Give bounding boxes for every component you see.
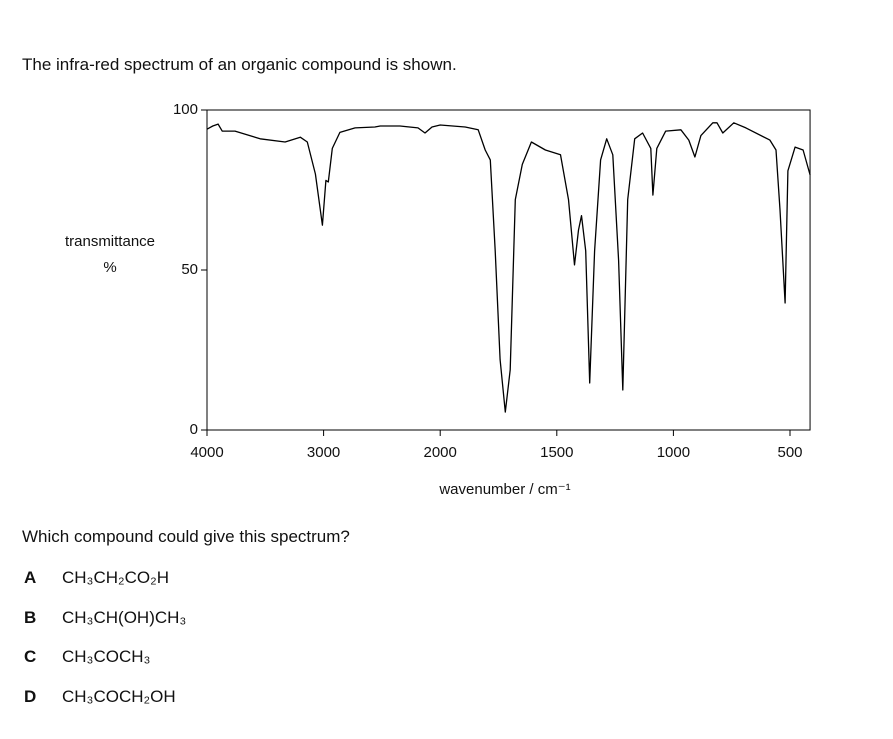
chart: transmittance % wavenumber / cm⁻¹ 0 50 100… [65, 101, 811, 498]
option-formula: CH₃CH(OH)CH₃ [62, 607, 187, 627]
y-tick-label: 50 [181, 261, 198, 278]
y-tick-label: 0 [190, 421, 198, 438]
option-letter: B [24, 607, 37, 627]
option-letter: D [24, 686, 37, 706]
option-letter: A [24, 568, 37, 587]
option-formula: CH₃COCH₃ [62, 647, 151, 666]
y-label: transmittance [65, 233, 155, 250]
x-label: wavenumber / cm⁻¹ [438, 481, 570, 498]
x-tick-label: 2000 [424, 444, 457, 461]
option-formula: CH₃CH₂CO₂H [62, 568, 170, 587]
option-formula: CH₃COCH₂OH [62, 686, 176, 706]
option-letter: C [24, 647, 37, 666]
y-label: % [103, 259, 116, 276]
x-tick-label: 1000 [657, 444, 690, 461]
x-tick-label: 4000 [190, 444, 223, 461]
x-tick-label: 500 [777, 444, 802, 461]
prompt: Which compound could give this spectrum? [22, 527, 350, 546]
spectrum-line [206, 122, 811, 413]
y-tick-label: 100 [173, 101, 198, 118]
x-tick-label: 1500 [540, 444, 573, 461]
question: The infra-red spectrum of an organic com… [22, 55, 457, 74]
x-tick-label: 3000 [307, 444, 340, 461]
